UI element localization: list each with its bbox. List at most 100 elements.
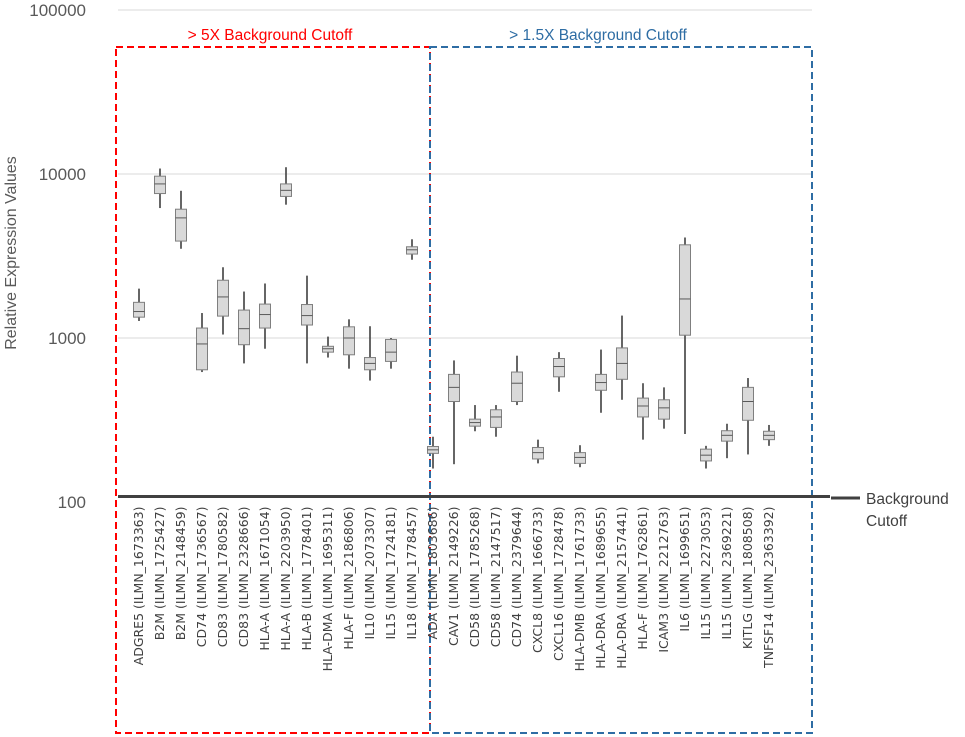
box-plot xyxy=(385,338,397,369)
box xyxy=(301,304,313,326)
x-tick-label: IL15 (ILMN_1724181) xyxy=(383,507,398,640)
x-tick-label: ADA (ILMN_1803686) xyxy=(425,507,440,640)
x-tick-label: CXCL8 (ILMN_1666733) xyxy=(530,507,545,653)
box xyxy=(154,175,166,195)
x-tick-label: IL18 (ILMN_1778457) xyxy=(404,507,419,640)
box-plot xyxy=(406,239,418,260)
y-tick-label: 100 xyxy=(58,493,86,512)
box xyxy=(658,399,670,420)
box-plot xyxy=(322,336,334,358)
box-plot xyxy=(532,439,544,464)
box xyxy=(721,430,733,442)
box xyxy=(259,303,271,329)
x-tick-label: IL15 (ILMN_2273053) xyxy=(698,507,713,640)
box-plot xyxy=(511,355,523,406)
y-tick-label: 10000 xyxy=(39,165,86,184)
x-tick-label: CD83 (ILMN_2328666) xyxy=(236,507,251,648)
x-tick-label: B2M (ILMN_1725427) xyxy=(152,507,167,641)
box xyxy=(406,246,418,255)
x-tick-label: IL15 (ILMN_2369221) xyxy=(719,507,734,640)
box-plot xyxy=(469,405,481,432)
box xyxy=(448,373,460,403)
box-plot xyxy=(700,445,712,469)
box xyxy=(238,309,250,346)
box-plot xyxy=(133,288,145,321)
x-tick-label: TNFSF14 (ILMN_2363392) xyxy=(761,507,776,669)
y-tick-label: 100000 xyxy=(29,1,86,20)
x-tick-label: HLA-DMB (ILMN_1761733) xyxy=(572,507,587,672)
x-tick-label: HLA-A (ILMN_1671054) xyxy=(257,507,272,651)
box-plot xyxy=(679,237,691,434)
box xyxy=(196,327,208,371)
box xyxy=(532,446,544,460)
box-plot xyxy=(553,352,565,392)
x-tick-label: CD83 (ILMN_1780582) xyxy=(215,507,230,648)
legend-label: Background Cutoff xyxy=(866,491,949,530)
legend: Background Cutoff xyxy=(831,491,949,530)
box-plot xyxy=(196,313,208,373)
y-axis: 100 1000 10000 100000 xyxy=(29,1,86,512)
x-tick-label: CD74 (ILMN_2379644) xyxy=(509,507,524,648)
x-tick-label: HLA-F (ILMN_1762861) xyxy=(635,507,650,650)
region-box xyxy=(429,46,813,734)
box-plot xyxy=(637,383,649,440)
box xyxy=(637,397,649,418)
box-plot xyxy=(658,387,670,429)
y-tick-label: 1000 xyxy=(48,329,86,348)
box-plot xyxy=(616,315,628,400)
box-plot xyxy=(595,349,607,413)
box-plots xyxy=(133,167,775,469)
x-tick-label: IL10 (ILMN_2073307) xyxy=(362,507,377,640)
box-plot xyxy=(301,275,313,364)
x-tick-label: IL6 (ILMN_1699651) xyxy=(677,507,692,632)
x-tick-label: CXCL16 (ILMN_1728478) xyxy=(551,507,566,661)
box xyxy=(742,386,754,421)
x-tick-label: HLA-B (ILMN_1778401) xyxy=(299,507,314,651)
box xyxy=(511,371,523,403)
x-tick-label: HLA-DRA (ILMN_1689655) xyxy=(593,507,608,669)
box-plot xyxy=(259,283,271,349)
x-axis-labels: ADGRE5 (ILMN_1673363) B2M (ILMN_1725427) B… xyxy=(131,507,776,672)
box-plot xyxy=(490,405,502,437)
x-tick-label: CD58 (ILMN_2147517) xyxy=(488,507,503,648)
region-label: > 1.5X Background Cutoff xyxy=(509,27,687,44)
x-tick-label: HLA-A (ILMN_2203950) xyxy=(278,507,293,651)
gridlines xyxy=(118,9,812,339)
box xyxy=(217,279,229,317)
box-plot xyxy=(763,424,775,446)
box xyxy=(343,326,355,356)
box-plot xyxy=(427,436,439,469)
box-plot xyxy=(364,326,376,381)
box-plot xyxy=(742,378,754,455)
x-tick-label: CD74 (ILMN_1736567) xyxy=(194,507,209,648)
box xyxy=(133,301,145,318)
box-plot xyxy=(238,291,250,364)
x-tick-label: HLA-F (ILMN_2186806) xyxy=(341,507,356,650)
box xyxy=(574,452,586,464)
box-plot xyxy=(574,445,586,468)
x-tick-label: KITLG (ILMN_1808508) xyxy=(740,507,755,650)
box-plot xyxy=(175,190,187,249)
region-box xyxy=(115,46,431,734)
x-tick-label: ICAM3 (ILMN_2212763) xyxy=(656,507,671,653)
box-plot xyxy=(448,360,460,465)
box xyxy=(385,338,397,362)
region-label: > 5X Background Cutoff xyxy=(188,27,353,44)
x-tick-label: ADGRE5 (ILMN_1673363) xyxy=(131,507,146,666)
x-tick-label: B2M (ILMN_2148459) xyxy=(173,507,188,641)
box-plot xyxy=(343,319,355,369)
box xyxy=(679,244,691,336)
cutoff-regions: > 5X Background Cutoff > 1.5X Background … xyxy=(115,27,813,734)
x-tick-label: CAV1 (ILMN_2149226) xyxy=(446,507,461,646)
y-axis-title: Relative Expression Values xyxy=(3,156,20,350)
box xyxy=(553,357,565,378)
box xyxy=(490,409,502,428)
x-tick-label: HLA-DRA (ILMN_2157441) xyxy=(614,507,629,669)
box-plot xyxy=(217,267,229,335)
box-plot xyxy=(280,167,292,205)
box-plot xyxy=(154,168,166,209)
box xyxy=(175,208,187,242)
x-tick-label: HLA-DMA (ILMN_1695311) xyxy=(320,507,335,672)
x-tick-label: CD58 (ILMN_1785268) xyxy=(467,507,482,648)
